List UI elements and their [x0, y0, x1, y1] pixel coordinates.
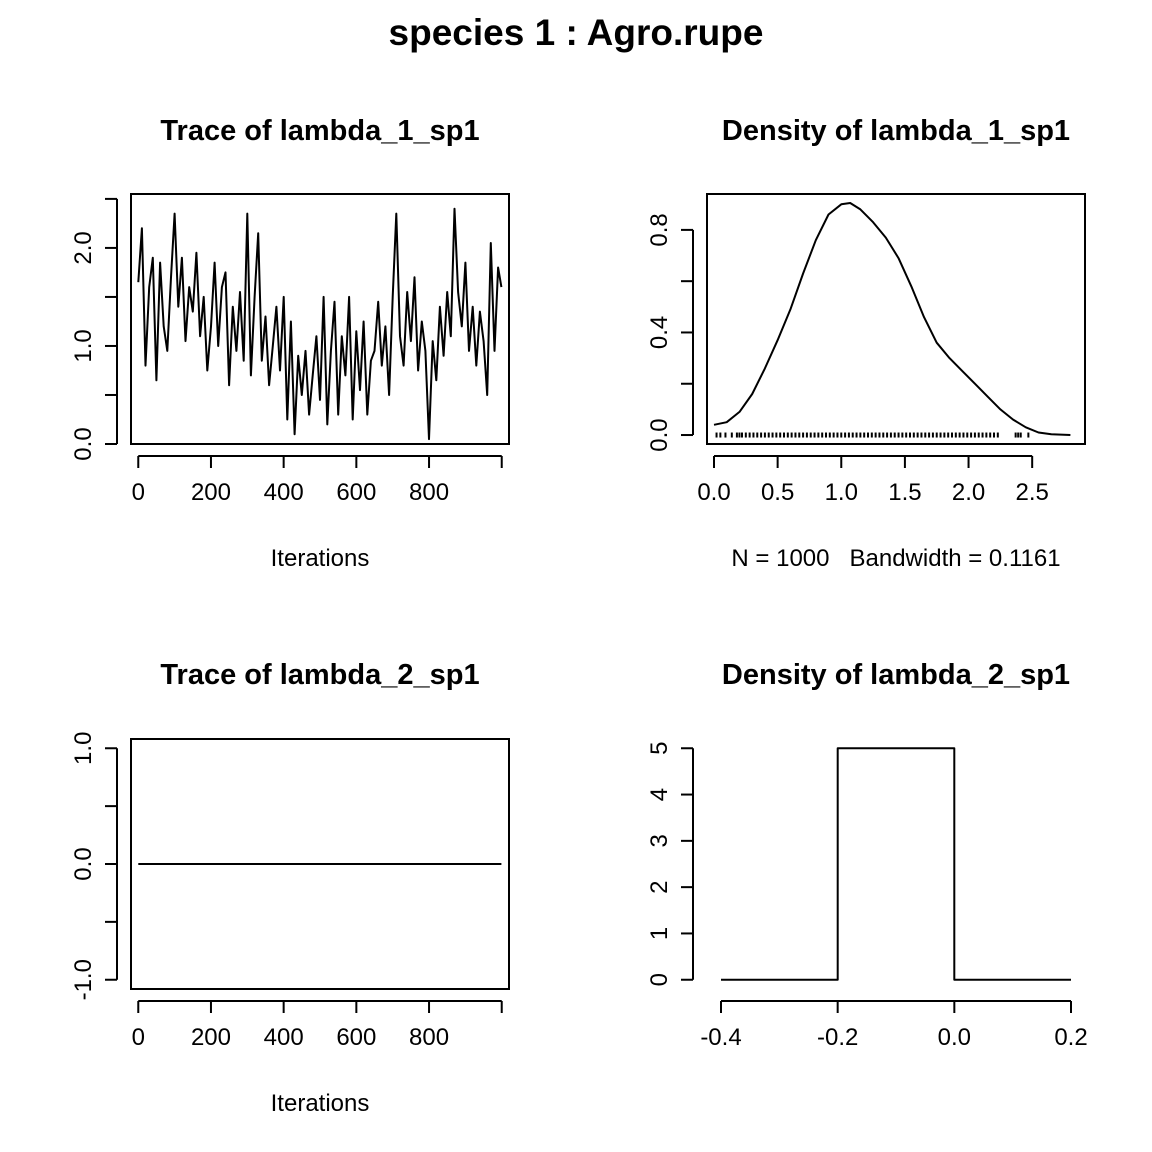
x-tick-label: -0.4 — [700, 1024, 741, 1051]
x-tick-label: 2.5 — [1015, 479, 1048, 506]
x-tick-label: -0.2 — [817, 1024, 858, 1051]
y-tick-label: 3 — [646, 834, 673, 847]
y-tick-label: 1 — [646, 927, 673, 940]
plot-frame — [130, 738, 510, 990]
y-axis: 0.0 0.4 0.8 — [646, 213, 694, 452]
plot-marks — [713, 202, 1071, 438]
x-tick-label: 1.0 — [825, 479, 858, 506]
y-axis: -1.0 0.0 1.0 — [70, 732, 118, 1000]
trace-plot-lambda-2: Trace of lambda_2_sp1 0 200 400 600 800 -1.0… — [70, 659, 510, 1117]
x-axis: -0.4 -0.2 0.0 0.2 — [700, 1000, 1088, 1051]
x-tick-label: 800 — [409, 479, 449, 506]
x-tick-label: 0.0 — [938, 1024, 971, 1051]
plot-marks — [137, 207, 503, 441]
x-axis-label: N = 1000 Bandwidth = 0.1161 — [731, 545, 1060, 572]
x-tick-label: 600 — [336, 479, 376, 506]
plot-frame — [706, 193, 1086, 445]
x-tick-label: 600 — [336, 1024, 376, 1051]
x-tick-label: 2.0 — [952, 479, 985, 506]
x-tick-label: 800 — [409, 1024, 449, 1051]
y-axis: 0.0 1.0 2.0 — [70, 197, 118, 461]
y-tick-label: 1.0 — [70, 329, 97, 362]
x-axis-label: Iterations — [271, 545, 370, 572]
y-tick-label: -1.0 — [70, 959, 97, 1000]
plot-frame — [130, 193, 510, 445]
x-axis: 0 200 400 600 800 — [132, 455, 503, 506]
panel-title: Trace of lambda_1_sp1 — [160, 115, 479, 147]
x-axis: 0 200 400 600 800 — [132, 1000, 503, 1051]
y-tick-label: 0.0 — [70, 847, 97, 880]
y-axis: 0 1 2 3 4 5 — [646, 742, 694, 986]
y-tick-label: 2 — [646, 880, 673, 893]
series-line — [721, 747, 1071, 981]
y-tick-label: 0.0 — [70, 427, 97, 460]
y-tick-label: 1.0 — [70, 732, 97, 765]
figure-title: species 1 : Agro.rupe — [389, 12, 764, 53]
x-tick-label: 0 — [132, 1024, 145, 1051]
plot-marks — [721, 747, 1071, 981]
x-axis-label: Iterations — [271, 1090, 370, 1117]
y-tick-label: 0 — [646, 973, 673, 986]
x-tick-label: 1.5 — [888, 479, 921, 506]
panel-title: Density of lambda_1_sp1 — [722, 115, 1070, 147]
x-tick-label: 0 — [132, 479, 145, 506]
x-tick-label: 200 — [191, 1024, 231, 1051]
trace-plot-lambda-1: Trace of lambda_1_sp1 0 200 400 600 800 0.0 1… — [70, 115, 510, 572]
x-tick-label: 0.2 — [1054, 1024, 1087, 1051]
density-plot-lambda-1: Density of lambda_1_sp1 0.0 0.5 1.0 1.5 2.0 2… — [646, 115, 1086, 572]
y-tick-label: 4 — [646, 788, 673, 801]
panel-title: Density of lambda_2_sp1 — [722, 659, 1070, 691]
density-plot-lambda-2: Density of lambda_2_sp1 -0.4 -0.2 0.0 0.2 0… — [646, 659, 1088, 1051]
x-tick-label: 200 — [191, 479, 231, 506]
panel-title: Trace of lambda_2_sp1 — [160, 659, 479, 691]
y-tick-label: 0.8 — [646, 213, 673, 246]
y-tick-label: 5 — [646, 742, 673, 755]
series-line — [713, 202, 1071, 436]
x-tick-label: 400 — [264, 479, 304, 506]
x-axis: 0.0 0.5 1.0 1.5 2.0 2.5 — [697, 455, 1049, 506]
y-tick-label: 0.4 — [646, 316, 673, 349]
x-tick-label: 400 — [264, 1024, 304, 1051]
x-tick-label: 0.0 — [697, 479, 730, 506]
y-tick-label: 2.0 — [70, 231, 97, 264]
series-line — [137, 207, 503, 441]
x-tick-label: 0.5 — [761, 479, 794, 506]
y-tick-label: 0.0 — [646, 418, 673, 451]
